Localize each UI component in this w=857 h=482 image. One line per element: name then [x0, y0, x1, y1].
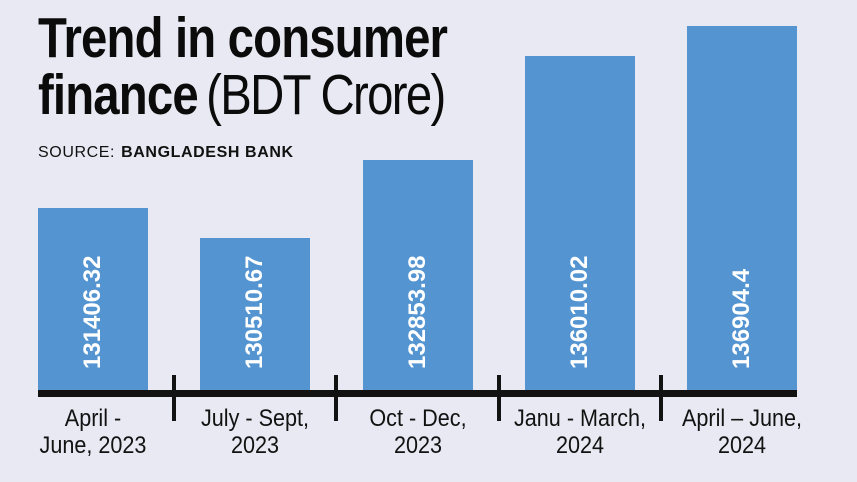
x-axis-label-line: July - Sept,	[201, 405, 310, 432]
axis-tick	[172, 375, 177, 421]
x-axis-label-line: Janu - March,	[513, 405, 646, 432]
bar-value-label: 136010.02	[565, 255, 593, 369]
x-axis-label-line: Oct - Dec,	[368, 405, 467, 432]
page-title-line1: Trend in consumer	[38, 10, 448, 67]
bar-value-label: 131406.32	[79, 255, 106, 369]
source-label: SOURCE:	[38, 144, 116, 161]
bar-value-label: 136904.4	[728, 268, 755, 369]
title-text-bold2: finance	[38, 63, 199, 127]
plot-area: 131406.32 130510.67 132853.98 136010.02 1369…	[38, 23, 797, 390]
x-axis-label: April – June, 2024	[666, 405, 819, 459]
x-axis-label-line: 2024	[717, 432, 767, 459]
page-title-line2: finance (BDT Crore)	[38, 67, 447, 124]
bar-value-label: 132853.98	[403, 255, 431, 369]
x-axis-label: April - June, 2023	[17, 405, 170, 459]
x-axis-label-line: June, 2023	[39, 432, 147, 459]
source-line: SOURCE: BANGLADESH BANK	[38, 144, 294, 162]
bar: 131406.32	[38, 208, 148, 390]
bar-value-label: 130510.67	[241, 255, 269, 369]
axis-tick	[334, 375, 339, 421]
title-text-bold: Trend in consumer	[38, 6, 448, 70]
bar-chart: 131406.32 130510.67 132853.98 136010.02 1369…	[38, 23, 802, 467]
x-axis-line	[38, 390, 797, 397]
source-value: BANGLADESH BANK	[121, 144, 294, 161]
x-axis-label: Oct - Dec, 2023	[341, 405, 494, 459]
bar: 136010.02	[524, 56, 635, 390]
x-axis-label-line: 2023	[231, 432, 280, 459]
axis-tick	[496, 375, 501, 421]
bar: 136904.4	[687, 26, 797, 390]
x-axis-label: Janu - March, 2024	[503, 405, 656, 459]
page-title: Trend in consumer finance (BDT Crore)	[38, 10, 448, 124]
title-unit-text: (BDT Crore)	[206, 63, 446, 127]
bar: 132853.98	[362, 160, 473, 390]
x-axis-label-line: 2023	[393, 432, 442, 459]
x-axis-label-line: April – June,	[681, 405, 803, 432]
axis-tick	[658, 375, 663, 421]
x-axis-label-line: 2024	[555, 432, 604, 459]
x-axis-label-line: April -	[64, 405, 122, 432]
x-axis-label: July - Sept, 2023	[179, 405, 332, 459]
x-axis-labels: April - June, 2023 July - Sept, 2023 Oct - D…	[38, 405, 802, 467]
bar: 130510.67	[200, 238, 311, 390]
